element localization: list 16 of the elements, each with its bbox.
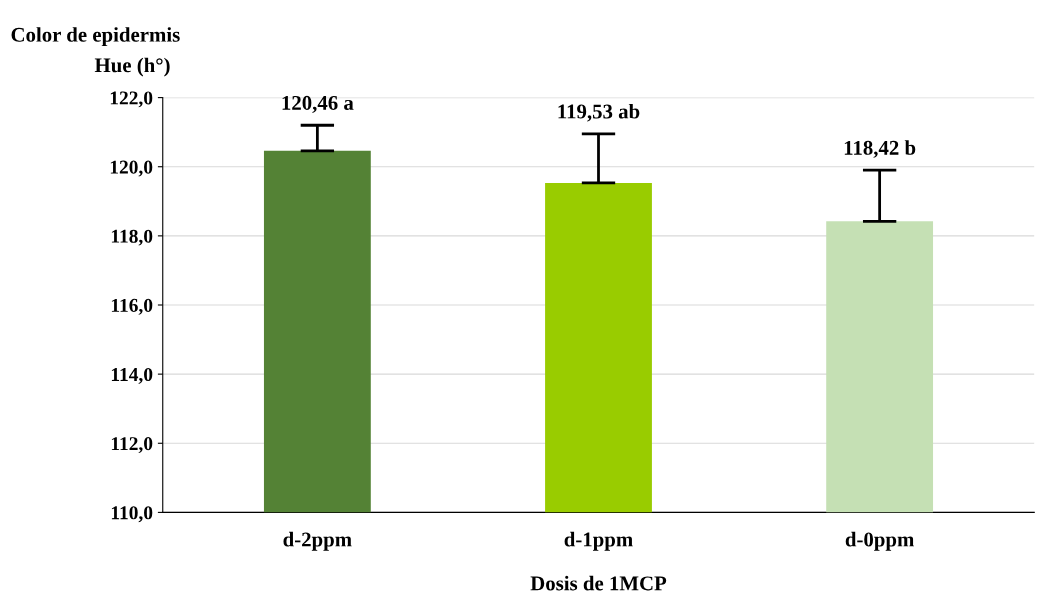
x-axis-title: Dosis de 1MCP [530, 575, 667, 591]
y-tick-label: 110,0 [111, 506, 153, 523]
data-label: 120,46 a [282, 95, 354, 113]
y-axis-title: Hue (h°) [94, 57, 170, 77]
data-label: 118,42 b [844, 140, 916, 158]
y-tick-label: 114,0 [111, 367, 153, 384]
y-tick-label: 120,0 [110, 160, 153, 177]
data-label: 119,53 ab [558, 103, 640, 122]
x-tick-label: d-1ppm [564, 531, 633, 551]
y-tick-label: 118,0 [111, 229, 153, 246]
y-tick-label: 112,0 [111, 437, 153, 454]
y-tick-label: 116,0 [111, 298, 153, 315]
x-tick-label: d-0ppm [845, 531, 915, 551]
x-tick-label: d-2ppm [283, 531, 352, 551]
chart-title: Color de epidermis [11, 27, 180, 47]
y-tick-label: 122,0 [110, 91, 153, 108]
